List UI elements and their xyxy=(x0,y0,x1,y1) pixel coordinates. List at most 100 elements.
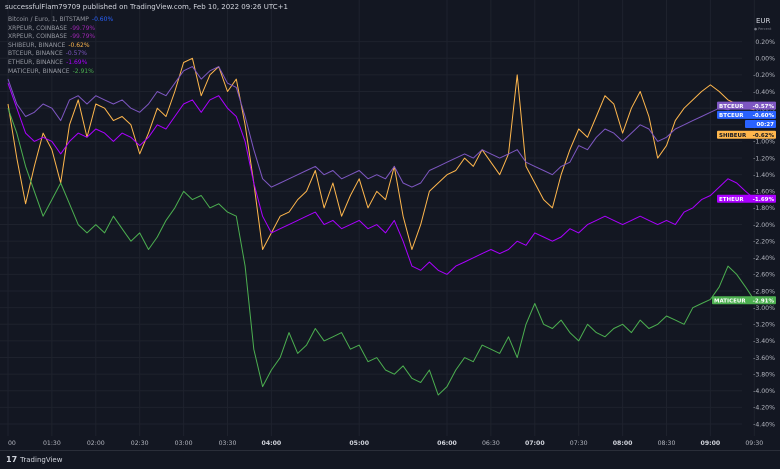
price-label: MATICEUR -2.91% xyxy=(712,296,776,304)
x-tick-label: 07:30 xyxy=(570,440,588,447)
legend-label: XRPEUR, COINBASE xyxy=(8,33,68,41)
x-tick-label: 03:00 xyxy=(175,440,193,447)
time-axis[interactable]: 00 01:30 02:00 02:30 03:00 03:30 04:00 05:00 06:… xyxy=(8,440,763,447)
y-tick-label: -1.60% xyxy=(753,189,775,196)
y-tick-label: -3.40% xyxy=(753,338,775,345)
legend-row[interactable]: Bitcoin / Euro, 1, BITSTAMP -0.60% xyxy=(8,16,113,25)
price-label: BTCEUR -0.57% xyxy=(717,101,776,110)
x-tick-label: 09:30 xyxy=(745,440,763,447)
price-label-symbol: BTCEUR xyxy=(719,104,744,110)
y-tick-label: -0.20% xyxy=(753,72,775,79)
legend-row[interactable]: MATICEUR, BINANCE -2.91% xyxy=(8,68,113,77)
legend-row[interactable]: XRPEUR, COINBASE -99.79% xyxy=(8,25,113,34)
legend-value: -99.79% xyxy=(70,33,96,41)
legend-value: -0.62% xyxy=(68,41,90,49)
y-tick-label: -3.80% xyxy=(753,371,775,378)
y-tick-label: 0.00% xyxy=(755,56,775,63)
legend-value: -0.60% xyxy=(91,16,114,23)
x-tick-label: 07:00 xyxy=(525,440,545,447)
price-label: BTCEUR -0.60% xyxy=(717,110,776,119)
price-label-symbol: ETHEUR xyxy=(719,197,744,203)
series-legend: Bitcoin / Euro, 1, BITSTAMP -0.60% XRPEUR,… xyxy=(8,16,113,76)
y-tick-label: -0.40% xyxy=(753,89,775,96)
legend-label: SHIBEUR, BINANCE xyxy=(8,41,66,49)
price-label-box xyxy=(717,110,776,119)
y-tick-label: -4.00% xyxy=(753,388,775,395)
x-tick-label: 08:30 xyxy=(658,440,676,447)
tradingview-brand: TradingView xyxy=(20,455,63,464)
price-label-symbol: SHIBEUR xyxy=(719,133,747,139)
y-tick-label: -1.20% xyxy=(753,155,775,162)
legend-value: -2.91% xyxy=(72,67,94,75)
series-lines xyxy=(7,57,755,396)
price-label-box xyxy=(745,119,776,128)
y-tick-label: -2.60% xyxy=(753,272,775,279)
price-label-box xyxy=(717,194,776,203)
price-label: 00:27 xyxy=(745,119,776,128)
legend-label: XRPEUR, COINBASE xyxy=(8,24,68,32)
x-tick-label: 00 xyxy=(8,440,16,447)
chart-svg[interactable]: EUR ● Percent 0.20% 0.00% -0.20% -0.40% -0.6… xyxy=(0,0,780,450)
price-label-box xyxy=(717,101,776,110)
x-tick-label: 05:00 xyxy=(349,440,369,447)
y-tick-label: -2.00% xyxy=(753,222,775,229)
price-label-symbol: BTCEUR xyxy=(719,113,744,119)
legend-value: -0.57% xyxy=(65,50,87,58)
price-label-value: -0.57% xyxy=(753,104,775,110)
x-tick-label: 02:30 xyxy=(131,440,149,447)
price-label-value: -0.62% xyxy=(753,133,775,139)
legend-row[interactable]: ETHEUR, BINANCE -1.69% xyxy=(8,59,113,68)
price-label-value: -2.91% xyxy=(753,298,775,304)
y-tick-label: -2.20% xyxy=(753,238,775,245)
price-label-box xyxy=(712,296,776,305)
publisher-attribution: successfulFlam79709 published on Trading… xyxy=(5,3,288,11)
price-label: SHIBEUR -0.62% xyxy=(717,130,776,139)
y-tick-label: -1.80% xyxy=(753,205,775,212)
legend-row[interactable]: SHIBEUR, BINANCE -0.62% xyxy=(8,42,113,51)
x-tick-label: 04:00 xyxy=(262,440,282,447)
legend-label: ETHEUR, BINANCE xyxy=(8,58,64,66)
price-label-symbol: MATICEUR xyxy=(714,298,746,304)
legend-label: BTCEUR, BINANCE xyxy=(8,50,63,58)
x-tick-label: 01:30 xyxy=(43,440,61,447)
x-tick-label: 02:00 xyxy=(87,440,105,447)
x-tick-label: 09:00 xyxy=(701,440,721,447)
y-tick-label: -4.40% xyxy=(753,421,775,428)
price-label-value: -0.60% xyxy=(753,113,775,119)
legend-row[interactable]: BTCEUR, BINANCE -0.57% xyxy=(8,50,113,59)
x-tick-label: 06:30 xyxy=(482,440,500,447)
x-tick-label: 08:00 xyxy=(613,440,633,447)
axis-currency-mode: ● Percent xyxy=(754,27,772,31)
y-tick-label: -1.40% xyxy=(753,172,775,179)
x-tick-label: 03:30 xyxy=(219,440,237,447)
price-label-value: -1.69% xyxy=(753,197,775,203)
series-line xyxy=(7,108,755,396)
y-tick-label: -3.00% xyxy=(753,305,775,312)
price-labels: BTCEUR -0.57% BTCEUR -0.60% 00:27 SHIBEUR -0.6… xyxy=(712,101,776,304)
y-tick-label: -4.20% xyxy=(753,405,775,412)
axis-currency: EUR xyxy=(756,17,771,25)
y-tick-label: -2.40% xyxy=(753,255,775,262)
legend-value: -1.69% xyxy=(66,58,88,66)
series-line xyxy=(7,66,755,188)
legend-row[interactable]: XRPEUR, COINBASE -99.79% xyxy=(8,33,113,42)
tradingview-mark-icon: 17 xyxy=(6,455,18,464)
price-label-box xyxy=(717,130,776,139)
legend-value: -99.79% xyxy=(70,24,96,32)
legend-label: MATICEUR, BINANCE xyxy=(8,67,70,75)
y-tick-label: -3.60% xyxy=(753,355,775,362)
y-tick-label: -3.20% xyxy=(753,322,775,329)
footer-bar: 17 TradingView xyxy=(0,450,780,469)
grid-lines xyxy=(0,0,755,436)
series-line xyxy=(7,57,755,250)
series-line xyxy=(7,83,755,275)
tradingview-logo[interactable]: 17 TradingView xyxy=(6,455,62,464)
y-tick-label: -1.00% xyxy=(753,139,775,146)
price-label-value: 00:27 xyxy=(756,122,774,128)
legend-label: Bitcoin / Euro, 1, BITSTAMP xyxy=(8,16,89,23)
x-tick-label: 06:00 xyxy=(437,440,457,447)
price-label: ETHEUR -1.69% xyxy=(717,194,776,203)
y-tick-label: -2.80% xyxy=(753,288,775,295)
y-tick-label: 0.20% xyxy=(755,39,775,46)
